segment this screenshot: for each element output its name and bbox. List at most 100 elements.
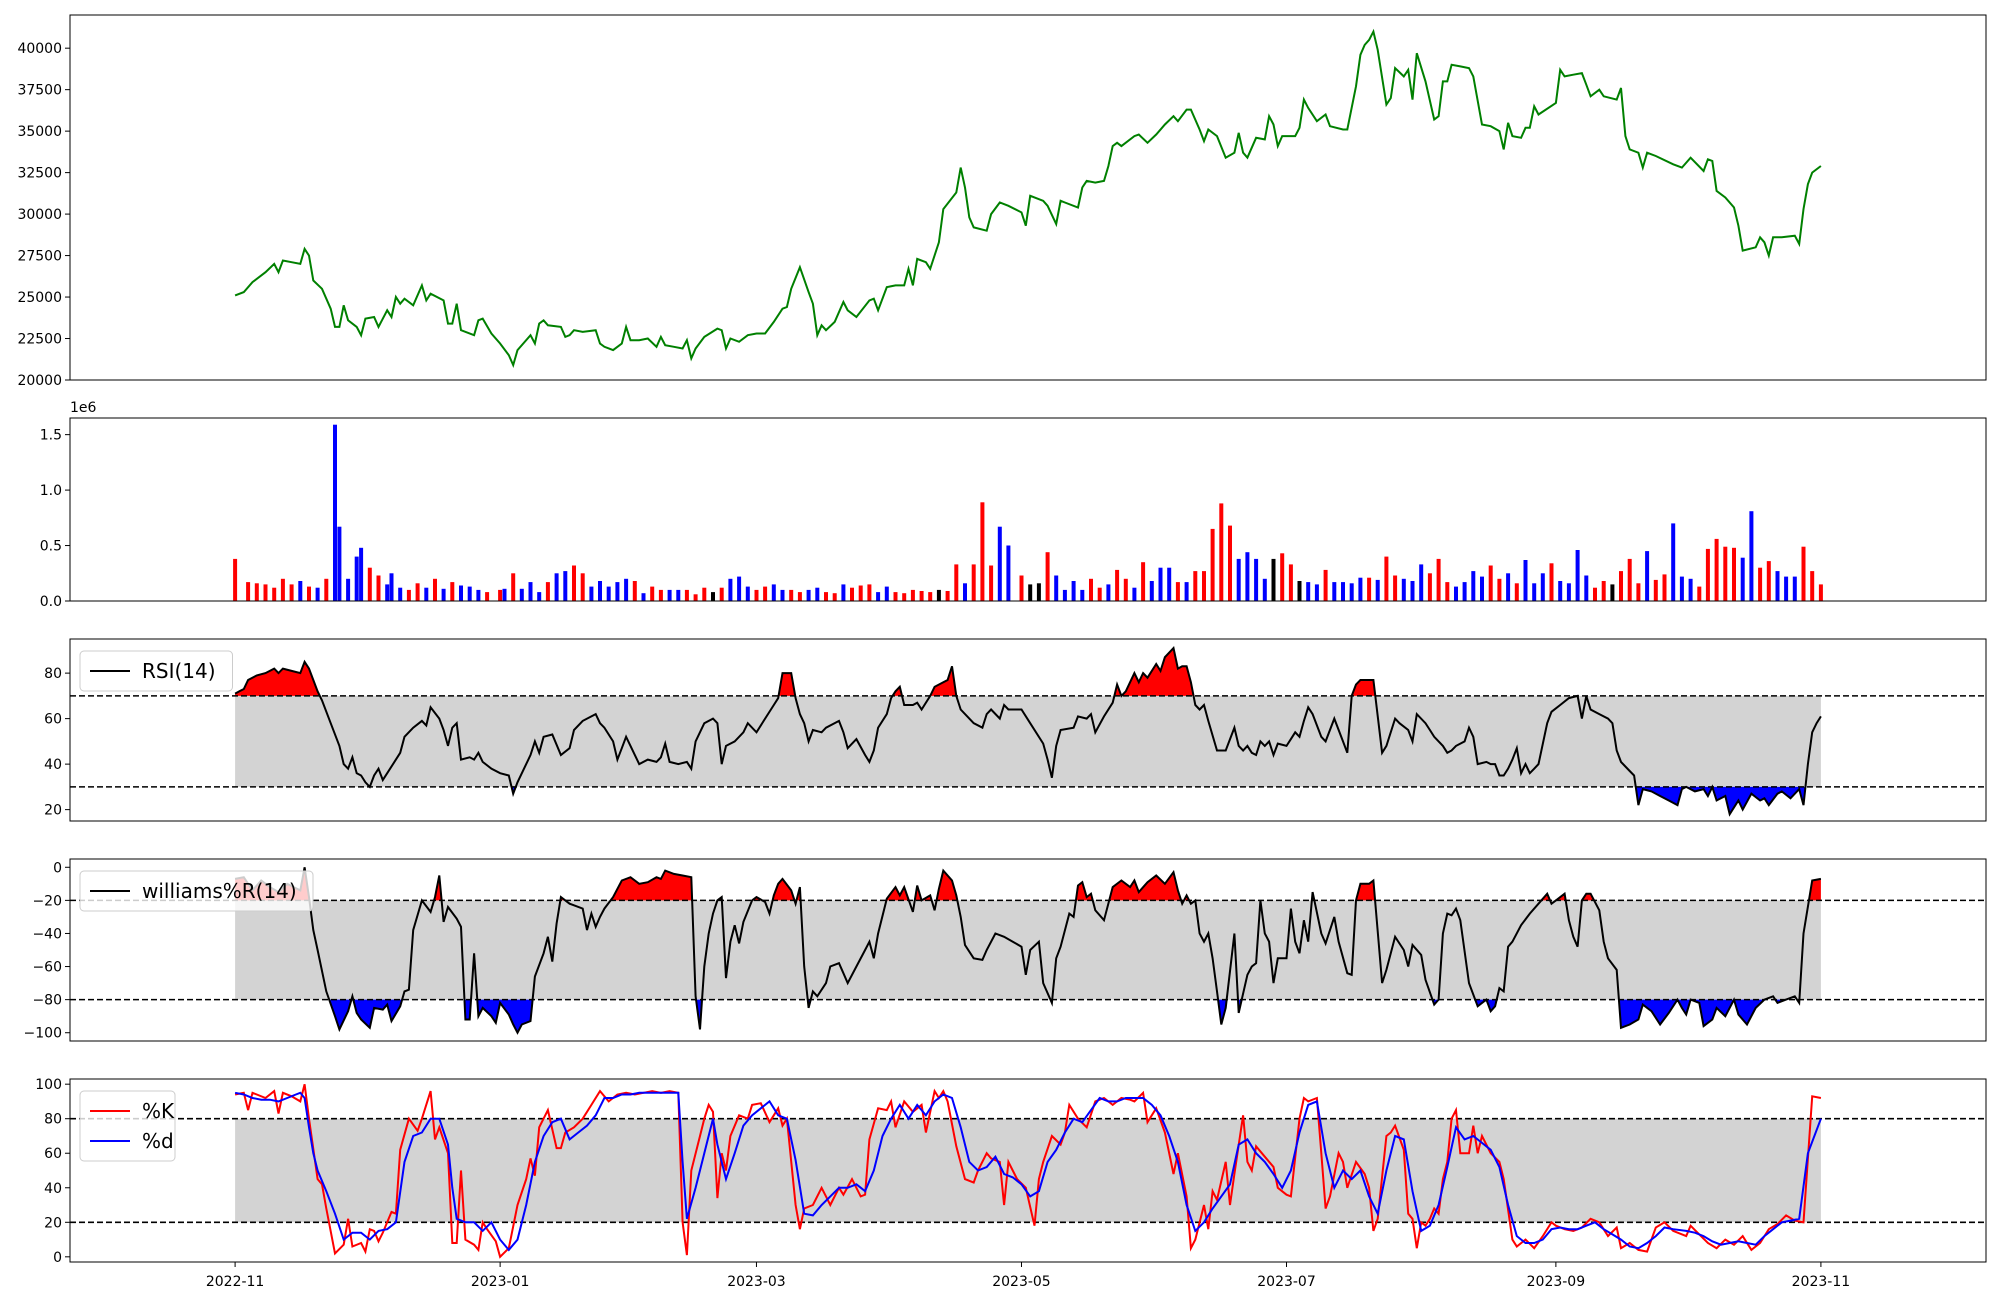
volume-bar [1175, 582, 1180, 601]
williams-r-oversold-fill [1475, 999, 1497, 1012]
volume-bar [537, 592, 542, 601]
volume-bar [1332, 582, 1337, 601]
volume-bar [1184, 582, 1189, 601]
volume-bar [324, 578, 329, 601]
volume-bar [1028, 584, 1033, 601]
williams-r-ytick-label: −100 [24, 1026, 62, 1042]
volume-bar [1401, 578, 1406, 601]
volume-axes-frame [69, 417, 1987, 602]
volume-bar [1688, 578, 1693, 601]
volume-bar [1671, 523, 1676, 601]
volume-bar [1497, 578, 1502, 601]
volume-bar [841, 584, 846, 601]
volume-bar [1254, 558, 1259, 601]
volume-bar [1645, 551, 1650, 601]
volume-bar [1436, 558, 1441, 601]
volume-bar [1202, 571, 1206, 601]
volume-bar [433, 578, 437, 601]
volume-bar [1758, 567, 1763, 601]
rsi-overbought-fill [1114, 648, 1194, 696]
volume-bar [1367, 577, 1372, 601]
volume-bar [1123, 578, 1128, 601]
volume-bar [511, 573, 516, 601]
volume-bar [589, 586, 594, 601]
williams-r-legend-box [79, 870, 314, 912]
stoch-ytick-label: 40 [44, 1181, 62, 1197]
volume-bar [910, 589, 915, 601]
volume-bar [745, 586, 750, 601]
stoch-ytick-label: 80 [44, 1112, 62, 1128]
volume-bar [702, 587, 707, 601]
volume-bar [545, 582, 550, 601]
volume-bar [945, 591, 950, 601]
volume-bar [832, 593, 837, 601]
volume-bar [928, 592, 933, 601]
williams-r-oversold-fill [329, 999, 352, 1030]
volume-bar [1106, 584, 1111, 601]
price-panel: 20000 22500 25000 27500 30000 32500 35000 37500… [17, 14, 1987, 389]
volume-bar [1610, 584, 1615, 601]
volume-bar [376, 575, 381, 601]
volume-bar [1062, 589, 1067, 601]
williams-r-legend-label: williams%R(14) [142, 879, 297, 903]
volume-bar [1323, 569, 1328, 601]
rsi-oversold-fill [1635, 786, 1806, 815]
volume-bar [1558, 581, 1563, 601]
stoch-ytick-label: 60 [44, 1146, 62, 1162]
volume-bar [1006, 545, 1011, 601]
williams-r-oversold-fill [353, 999, 403, 1028]
volume-bar [1480, 576, 1484, 601]
williams-r-oversold-fill [477, 999, 533, 1033]
volume-bar [406, 589, 411, 601]
stoch-ytick-label: 0 [53, 1250, 62, 1266]
volume-bar [398, 587, 403, 601]
volume-bar [641, 593, 646, 601]
volume-bar [650, 586, 655, 601]
volume-bar [1540, 573, 1545, 601]
volume-bar [1219, 503, 1224, 601]
volume-bar [1089, 578, 1093, 601]
williams-r-ytick-label: 0 [53, 860, 62, 876]
volume-bar [280, 578, 285, 601]
volume-bar [1288, 564, 1293, 601]
price-plot-background [70, 15, 1986, 380]
x-tick-label: 2022-11 [206, 1274, 265, 1290]
volume-bar [1054, 575, 1059, 601]
volume-bar [884, 586, 889, 601]
volume-bar [1019, 575, 1024, 601]
price-ytick-label: 32500 [17, 166, 62, 182]
price-ytick-label: 30000 [17, 207, 62, 223]
stoch-ytick-label: 20 [44, 1215, 62, 1231]
x-axis: 2022-11 2023-01 2023-03 2023-05 2023-07 2023-… [206, 1262, 1850, 1290]
williams-r-overbought-fill [914, 885, 932, 901]
williams-r-oversold-fill [1618, 999, 1765, 1028]
price-ytick-label: 27500 [17, 249, 62, 265]
williams-r-ytick-label: −40 [32, 926, 62, 942]
volume-bar [711, 592, 715, 601]
volume-bar [989, 565, 994, 601]
stoch-axes-frame [69, 1078, 1987, 1263]
volume-bar [1036, 583, 1041, 601]
volume-bar [963, 583, 967, 601]
rsi-ytick-label: 40 [44, 757, 62, 773]
volume-bar [971, 564, 976, 601]
volume-bar [1801, 546, 1806, 601]
volume-bar [997, 526, 1002, 601]
volume-bar [1532, 583, 1537, 601]
volume-bar [719, 587, 724, 601]
volume-bar [1141, 562, 1146, 601]
volume-bar [632, 581, 637, 601]
volume-bar [658, 589, 663, 601]
volume-bar [1714, 538, 1719, 601]
rsi-neutral-band [235, 695, 1821, 787]
volume-bar [1045, 552, 1050, 601]
volume-bar [476, 589, 481, 601]
volume-bar [519, 588, 524, 601]
rsi-ytick-label: 60 [44, 712, 62, 728]
volume-panel: 0.0 0.5 1.0 1.5 1e6 [40, 400, 1987, 610]
volume-bar [1549, 563, 1554, 601]
volume-bar [693, 594, 698, 601]
volume-bar [1236, 558, 1241, 601]
volume-bar [806, 589, 811, 601]
volume-bar [415, 583, 420, 601]
